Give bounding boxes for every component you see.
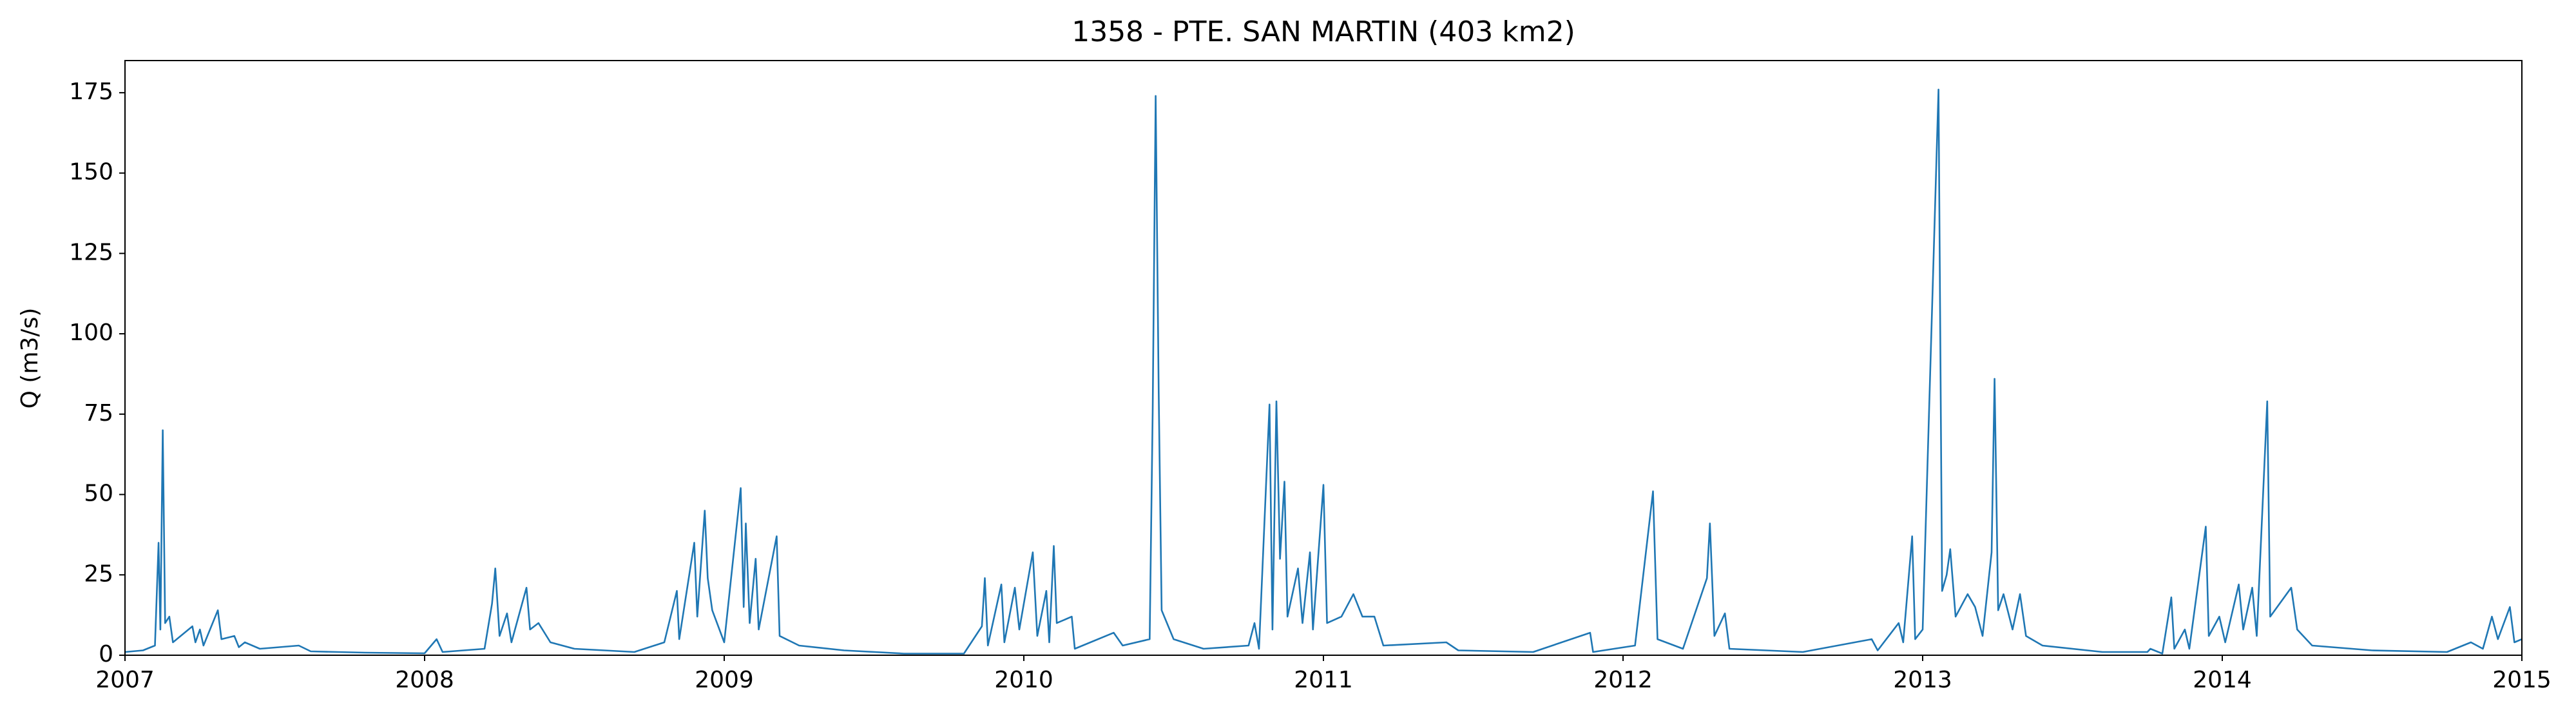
x-tick-label: 2007 (95, 667, 155, 693)
y-tick-label: 175 (69, 79, 113, 105)
line-series (124, 88, 2523, 655)
y-tick-label: 50 (84, 481, 113, 507)
y-axis-label: Q (m3/s) (17, 308, 43, 409)
x-tick-label: 2008 (395, 667, 454, 693)
x-tick-label: 2015 (2492, 667, 2552, 693)
y-tick-label: 125 (69, 239, 113, 265)
y-tick-label: 150 (69, 159, 113, 186)
y-tick-label: 75 (84, 400, 113, 427)
y-tick-label: 25 (84, 561, 113, 587)
chart-title: 1358 - PTE. SAN MARTIN (403 km2) (1072, 15, 1575, 48)
x-tick-label: 2014 (2193, 667, 2252, 693)
x-tick-label: 2012 (1593, 667, 1653, 693)
x-tick-label: 2010 (994, 667, 1053, 693)
x-tick-label: 2009 (695, 667, 754, 693)
y-tick-label: 100 (69, 320, 113, 346)
plot-frame (124, 60, 2523, 656)
x-tick-label: 2013 (1893, 667, 1952, 693)
y-tick-label: 0 (99, 641, 113, 667)
x-tick-label: 2011 (1294, 667, 1353, 693)
